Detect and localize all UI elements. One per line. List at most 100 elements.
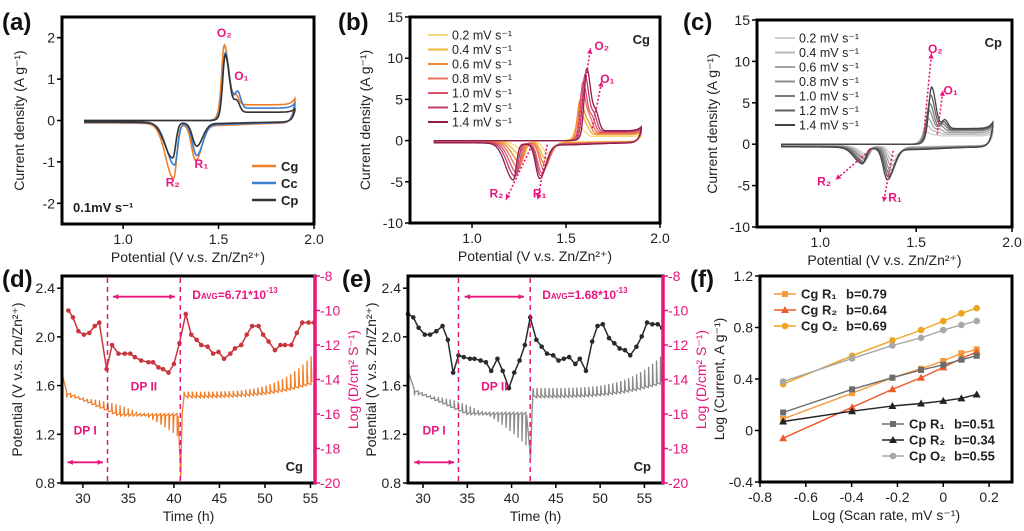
y2-axis-label: Log (D/cm² S⁻¹) xyxy=(693,330,709,429)
diffusion-point xyxy=(160,366,166,372)
data-point xyxy=(973,304,981,312)
dp2-arrow-head-right xyxy=(169,294,175,300)
legend-b-value: b=0.51 xyxy=(954,417,995,432)
y-tick-label: 5 xyxy=(742,95,750,111)
y-axis-label: Log (Current, A g⁻¹) xyxy=(711,318,727,441)
dp2-arrow-head-left xyxy=(464,294,471,300)
y-tick-label: -10 xyxy=(730,219,750,235)
diffusion-point xyxy=(595,323,600,329)
diffusion-point xyxy=(650,322,655,327)
legend-label: 0.6 mV s⁻¹ xyxy=(799,61,859,75)
cv-curve-1.4mVs xyxy=(781,85,994,181)
y-axis-label: Current density (A g⁻¹) xyxy=(357,50,373,190)
x-axis-label: Log (Scan rate, mV s⁻¹) xyxy=(812,507,960,523)
data-point xyxy=(958,356,965,363)
data-point xyxy=(849,386,856,393)
diffusion-point xyxy=(606,335,612,341)
trend-arrow-head xyxy=(536,194,542,200)
legend-label: 1.2 mV s⁻¹ xyxy=(452,101,512,115)
x-tick-label: 50 xyxy=(592,490,608,506)
plot-frame xyxy=(406,274,665,485)
diffusion-point xyxy=(450,370,456,375)
trend-arrow xyxy=(923,53,933,134)
data-point xyxy=(972,390,981,398)
plot-frame xyxy=(60,274,317,485)
peak-label: O₁ xyxy=(600,72,614,86)
trend-arrow xyxy=(576,48,592,137)
y2-tick-label: -16 xyxy=(668,406,688,422)
trend-arrow-head xyxy=(505,193,511,200)
legend-b-value: b=0.69 xyxy=(846,319,887,334)
diffusion-point xyxy=(194,337,199,343)
diffusion-point xyxy=(260,332,266,337)
y-tick-label: 1.6 xyxy=(382,378,402,394)
diffusion-point xyxy=(573,361,578,367)
davg-main: D xyxy=(192,288,201,302)
diffusion-point xyxy=(517,358,522,363)
panel-label: (b) xyxy=(338,9,369,36)
sample-tag: Cp xyxy=(985,35,1002,50)
diffusion-point xyxy=(495,356,500,362)
diffusion-point xyxy=(511,370,517,375)
diffusion-point xyxy=(478,358,483,363)
diffusion-point xyxy=(198,342,204,348)
cv-curve-Cc xyxy=(84,51,296,166)
y-tick-label: 2 xyxy=(47,30,55,46)
fit-line xyxy=(782,351,977,439)
x-tick-label: 50 xyxy=(257,490,273,506)
x-tick-label: -0.4 xyxy=(840,489,864,505)
peak-label: R₁ xyxy=(533,186,547,200)
data-point xyxy=(939,326,947,334)
data-point xyxy=(939,317,947,325)
y-tick-label: 0.8 xyxy=(36,475,56,491)
legend-b-value: b=0.55 xyxy=(954,449,995,464)
davg-value: =1.68*10 xyxy=(568,288,617,302)
legend-label: Cp R₂ xyxy=(909,433,945,448)
peak-label: O₂ xyxy=(594,39,609,53)
diffusion-point xyxy=(166,370,171,375)
davg-sub: AVG xyxy=(201,292,218,301)
dp2-arrow-head-right xyxy=(518,294,524,300)
average-diffusion-label: DAVG=1.68*10-13 xyxy=(542,286,628,302)
x-tick-label: 1.0 xyxy=(113,231,133,247)
y-tick-label: 0 xyxy=(745,423,753,439)
legend-label: 1.4 mV s⁻¹ xyxy=(799,119,859,133)
y-tick-label: 5 xyxy=(395,91,403,107)
davg-value: =6.71*10 xyxy=(218,288,267,302)
data-point xyxy=(939,396,948,404)
diffusion-point xyxy=(282,342,288,348)
y-axis-label: Current density (A g⁻¹) xyxy=(704,53,720,193)
x-tick-label: 1.5 xyxy=(556,230,576,246)
potential-profile-line xyxy=(407,356,662,459)
plot-frame xyxy=(408,15,662,225)
x-tick-label: 1.0 xyxy=(811,234,831,250)
diffusion-point xyxy=(488,368,494,374)
diffusion-point xyxy=(472,356,477,362)
legend-label: 0.6 mV s⁻¹ xyxy=(452,58,512,72)
legend-label: 0.4 mV s⁻¹ xyxy=(799,46,859,60)
potential-profile-line xyxy=(61,356,313,477)
peak-label: R₂ xyxy=(817,175,831,189)
diffusion-point xyxy=(583,368,589,374)
legend-label: Cg R₁ xyxy=(801,287,837,302)
series-4 xyxy=(779,390,981,425)
legend-label: Cp O₂ xyxy=(909,449,946,464)
x-tick-label: -0.8 xyxy=(748,489,772,505)
x-tick-label: 55 xyxy=(303,490,319,506)
diffusion-point xyxy=(612,340,617,346)
davg-sub: AVG xyxy=(551,292,568,301)
y-tick-label: 2.4 xyxy=(382,280,402,296)
dp1-arrow-head-right xyxy=(97,459,103,465)
legend-label: 0.8 mV s⁻¹ xyxy=(452,72,512,86)
panel-d: DP I DP II DAVG=6.71*10-13 30 35 40 45 50 55 0.8 1… xyxy=(2,266,361,524)
data-point xyxy=(957,394,966,402)
series-1 xyxy=(779,347,981,442)
x-tick-label: -0.6 xyxy=(794,489,818,505)
x-tick-label: 30 xyxy=(75,490,91,506)
trend-arrow-head xyxy=(835,174,842,180)
y-tick-label: -10 xyxy=(383,215,403,231)
data-point xyxy=(940,361,947,368)
sample-tag: Cg xyxy=(286,459,303,474)
series-5 xyxy=(779,317,981,385)
